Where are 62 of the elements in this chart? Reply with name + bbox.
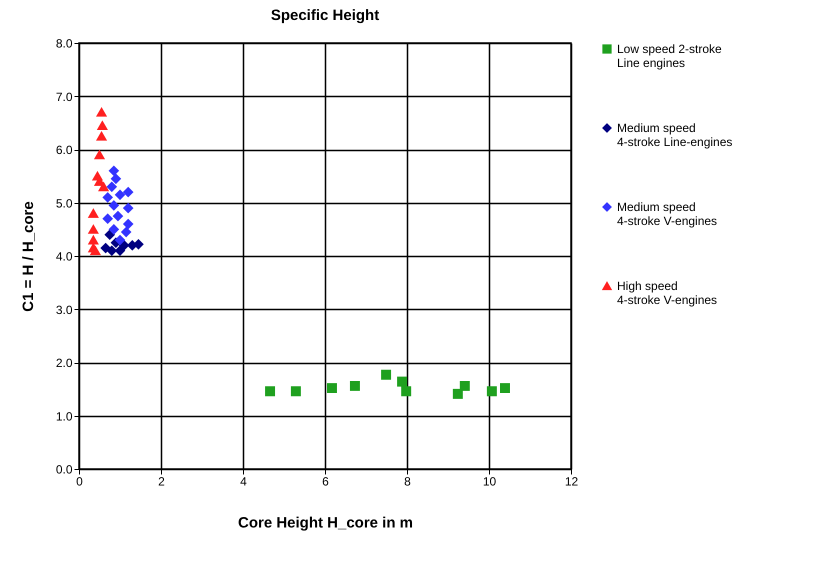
point <box>115 190 125 200</box>
x-axis-title: Core Height H_core in m <box>238 514 414 532</box>
point <box>110 174 121 184</box>
point <box>108 200 119 210</box>
y-tick-label: 2.0 <box>56 356 73 370</box>
x-tick-label: 4 <box>240 474 248 488</box>
chart-title: Specific Height <box>270 7 380 24</box>
point <box>133 239 144 250</box>
point <box>102 214 113 224</box>
point <box>96 132 107 141</box>
point <box>119 240 130 250</box>
y-tick-label: 6.0 <box>56 143 73 157</box>
y-tick-label: 5.0 <box>56 196 73 210</box>
point <box>350 380 360 391</box>
x-tick-label: 0 <box>76 474 84 488</box>
point <box>121 227 132 238</box>
point <box>102 192 113 202</box>
point <box>326 383 337 394</box>
legend-label: High speed 4-stroke V-engines <box>617 279 718 307</box>
point <box>98 182 109 192</box>
y-tick-label: 0.0 <box>56 462 73 476</box>
point <box>104 230 115 240</box>
point <box>108 224 119 234</box>
y-tick-label: 1.0 <box>56 409 73 424</box>
point <box>123 219 134 230</box>
point <box>452 388 463 399</box>
point <box>290 386 301 396</box>
y-tick-label: 4.0 <box>56 250 73 264</box>
point <box>397 376 408 387</box>
y-tick-label: 7.0 <box>56 90 73 104</box>
point <box>88 208 98 218</box>
point <box>108 166 119 176</box>
point <box>88 236 98 244</box>
point <box>94 150 104 160</box>
point <box>460 380 470 391</box>
point <box>106 182 117 192</box>
point <box>88 224 98 234</box>
point <box>265 386 276 396</box>
y-axis-title: C1 = H / H_core <box>20 201 37 312</box>
y-tick-label: 8.0 <box>56 36 73 50</box>
point <box>123 187 134 198</box>
x-tick-label: 6 <box>322 474 330 488</box>
x-tick-label: 10 <box>482 474 496 488</box>
legend-label: Medium speed 4-stroke V-engines <box>617 200 718 228</box>
point <box>123 203 134 214</box>
point <box>486 386 497 396</box>
point <box>100 243 111 253</box>
x-tick-label: 12 <box>564 474 578 488</box>
legend-label: Medium speed 4-stroke Line-engines <box>617 121 732 149</box>
point <box>96 108 107 117</box>
x-tick-label: 8 <box>404 474 412 488</box>
point <box>97 121 108 130</box>
x-tick-label: 2 <box>158 474 166 488</box>
y-tick-label: 3.0 <box>56 302 73 317</box>
point <box>401 386 412 396</box>
point <box>90 246 100 256</box>
point <box>381 370 392 380</box>
point <box>115 235 125 246</box>
legend-label: Low speed 2-stroke Line engines <box>617 42 722 70</box>
point <box>500 383 510 394</box>
point <box>106 246 117 256</box>
point <box>112 211 123 222</box>
